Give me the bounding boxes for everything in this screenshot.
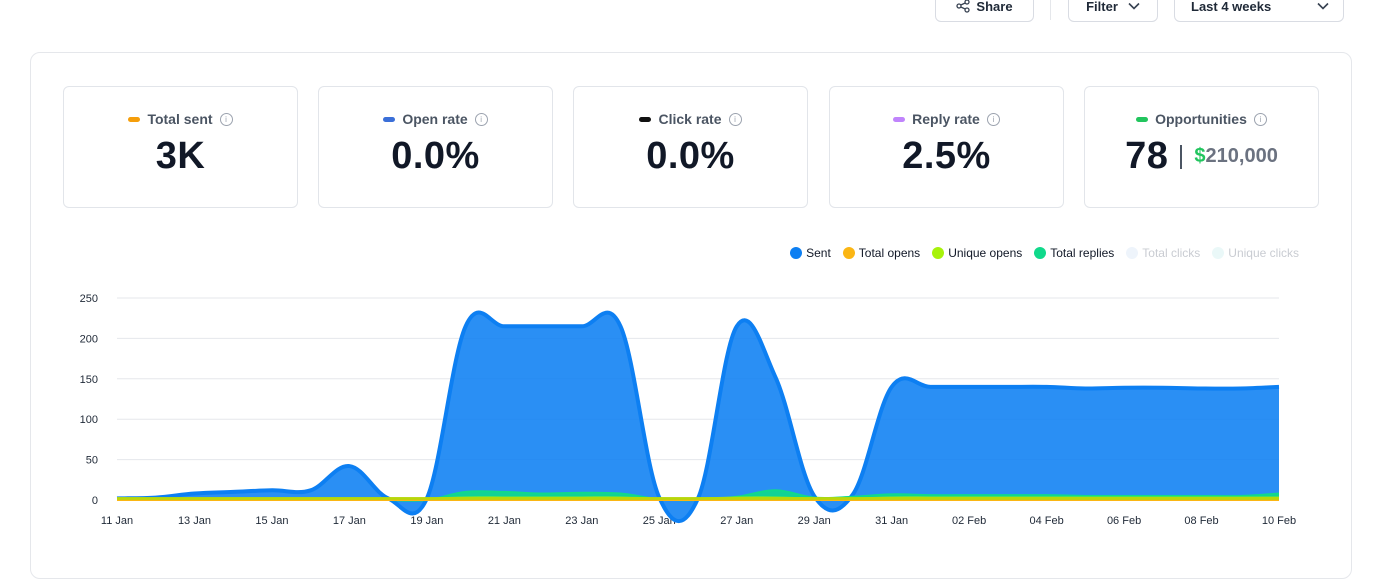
x-tick-label: 21 Jan: [488, 515, 521, 527]
chart-legend: Sent Total opens Unique opens Total replies…: [790, 246, 1299, 260]
analytics-card: Total sent i 3K Open rate i 0.0% Click r…: [30, 52, 1352, 579]
x-tick-label: 29 Jan: [798, 515, 831, 527]
y-tick-label: 200: [80, 333, 98, 345]
legend-swatch: [932, 247, 945, 259]
x-tick-label: 13 Jan: [178, 515, 211, 527]
opportunities-amount: 210,000: [1205, 145, 1278, 167]
x-tick-label: 25 Jan: [643, 515, 676, 527]
share-button[interactable]: Share: [935, 0, 1034, 22]
baseline-band: [117, 497, 1279, 500]
click-rate-marker: [639, 116, 652, 122]
info-icon[interactable]: i: [986, 112, 1000, 126]
stat-label: Total sent: [147, 111, 213, 127]
stat-total-sent: Total sent i 3K: [63, 86, 298, 208]
legend-item-total-clicks[interactable]: Total clicks: [1126, 246, 1200, 260]
opportunities-divider: [1180, 144, 1183, 169]
chevron-down-icon: [1317, 2, 1329, 10]
x-tick-label: 23 Jan: [565, 515, 598, 527]
stat-value: 2.5%: [902, 135, 991, 177]
legend-item-unique-clicks[interactable]: Unique clicks: [1212, 246, 1299, 260]
open-rate-marker: [383, 116, 396, 122]
legend-swatch: [790, 247, 803, 259]
legend-swatch: [1126, 247, 1139, 259]
x-tick-label: 15 Jan: [255, 515, 288, 527]
x-tick-label: 08 Feb: [1184, 515, 1218, 527]
x-tick-label: 04 Feb: [1029, 515, 1063, 527]
legend-item-unique-opens[interactable]: Unique opens: [932, 246, 1022, 260]
legend-label: Total clicks: [1142, 246, 1201, 260]
filter-button[interactable]: Filter: [1068, 0, 1158, 22]
legend-swatch: [1212, 247, 1225, 259]
currency-symbol: $: [1194, 145, 1206, 167]
legend-swatch: [1034, 247, 1047, 259]
stat-click-rate: Click rate i 0.0%: [573, 86, 808, 208]
legend-item-total-opens[interactable]: Total opens: [842, 246, 921, 260]
stat-reply-rate: Reply rate i 2.5%: [829, 86, 1064, 208]
legend-item-sent[interactable]: Sent: [790, 246, 831, 260]
toolbar: Share Filter Last 4 weeks: [0, 0, 1378, 24]
stat-value: 0.0%: [391, 135, 480, 177]
info-icon[interactable]: i: [474, 112, 488, 126]
stat-label: Reply rate: [912, 111, 980, 127]
opportunities-value: $210,000: [1194, 145, 1277, 168]
share-label: Share: [976, 0, 1013, 14]
y-tick-label: 0: [92, 495, 98, 507]
x-tick-label: 27 Jan: [720, 515, 753, 527]
y-tick-label: 150: [80, 374, 98, 386]
x-tick-label: 11 Jan: [101, 515, 133, 527]
filter-label: Filter: [1086, 0, 1118, 14]
info-icon[interactable]: i: [219, 112, 233, 126]
info-icon[interactable]: i: [1253, 112, 1267, 126]
sent-activity-chart: 0 50 100 150 200 250 11 Jan 13 Jan 15 Jan 17 Jan 1…: [80, 293, 1296, 527]
x-tick-label: 02 Feb: [952, 515, 986, 527]
y-tick-label: 100: [80, 414, 98, 426]
info-icon[interactable]: i: [728, 112, 742, 126]
legend-label: Total opens: [858, 246, 921, 260]
stat-value: 3K: [155, 135, 206, 177]
legend-swatch: [842, 247, 855, 259]
total-sent-marker: [128, 116, 141, 122]
y-tick-label: 50: [86, 455, 98, 467]
date-range-label: Last 4 weeks: [1191, 0, 1272, 14]
opportunities-count: 78: [1125, 135, 1169, 177]
legend-label: Unique clicks: [1228, 246, 1299, 260]
stat-label: Click rate: [658, 111, 722, 127]
chevron-down-icon: [1128, 2, 1140, 10]
share-icon: [956, 0, 971, 13]
reply-rate-marker: [893, 116, 906, 122]
legend-label: Unique opens: [948, 246, 1023, 260]
series-area-sent: [117, 312, 1279, 522]
date-range-select[interactable]: Last 4 weeks: [1174, 0, 1344, 22]
toolbar-divider: [1050, 0, 1051, 20]
x-tick-label: 19 Jan: [410, 515, 443, 527]
stat-label: Opportunities: [1155, 111, 1247, 127]
stat-opportunities: Opportunities i 78 $210,000: [1084, 86, 1319, 208]
x-tick-label: 10 Feb: [1262, 515, 1296, 527]
opportunities-marker: [1136, 116, 1149, 122]
legend-label: Total replies: [1050, 246, 1115, 260]
stat-open-rate: Open rate i 0.0%: [318, 86, 553, 208]
x-tick-label: 06 Feb: [1107, 515, 1141, 527]
x-tick-label: 31 Jan: [875, 515, 908, 527]
x-tick-label: 17 Jan: [333, 515, 366, 527]
stat-label: Open rate: [402, 111, 468, 127]
y-tick-label: 250: [80, 293, 98, 305]
legend-item-total-replies[interactable]: Total replies: [1034, 246, 1114, 260]
stat-value: 0.0%: [646, 135, 735, 177]
legend-label: Sent: [806, 246, 831, 260]
